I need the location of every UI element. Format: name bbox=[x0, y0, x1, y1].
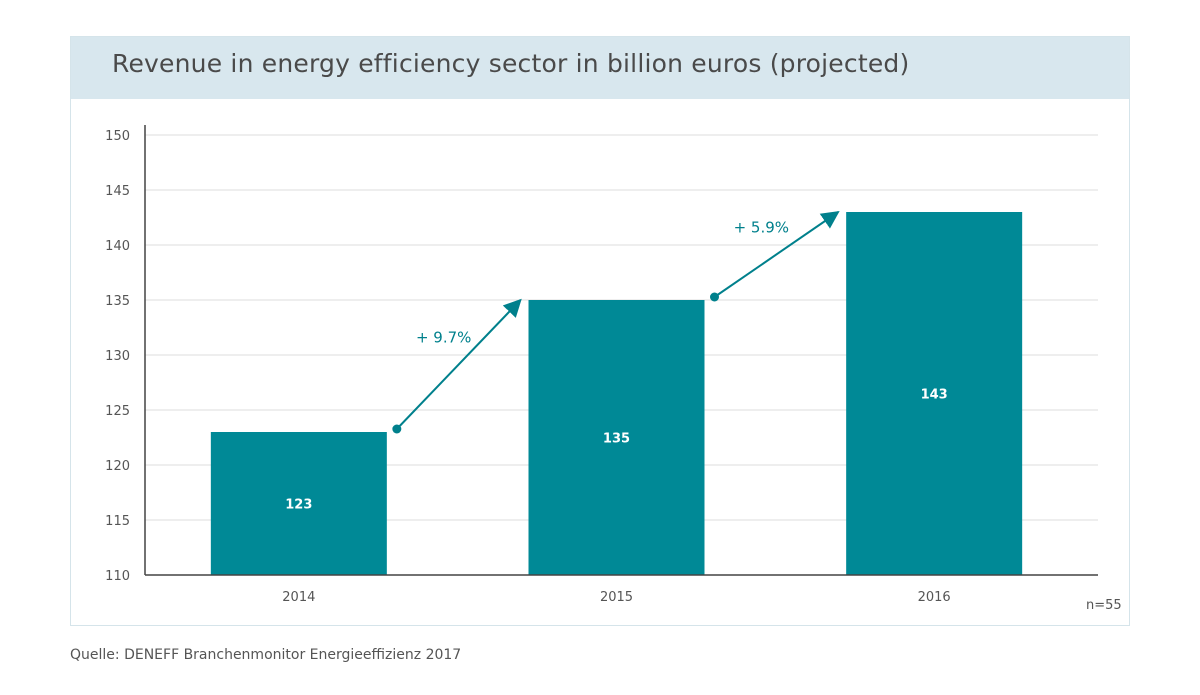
growth-label: + 9.7% bbox=[416, 329, 471, 347]
y-tick-label: 140 bbox=[105, 239, 130, 254]
growth-arrow bbox=[713, 210, 840, 298]
bar-value-label: 123 bbox=[285, 498, 312, 513]
x-tick-label: 2015 bbox=[600, 590, 633, 605]
chart-title: Revenue in energy efficiency sector in b… bbox=[112, 49, 910, 78]
y-tick-label: 145 bbox=[105, 184, 130, 199]
bar-2014 bbox=[210, 432, 387, 575]
bar-2016 bbox=[846, 212, 1023, 575]
sample-size-note: n=55 bbox=[1086, 598, 1122, 613]
y-tick-label: 130 bbox=[105, 349, 130, 364]
chart-title-bar: Revenue in energy efficiency sector in b… bbox=[71, 37, 1129, 99]
y-tick-label: 110 bbox=[105, 569, 130, 584]
x-tick-label: 2014 bbox=[282, 590, 315, 605]
growth-arrow-dot bbox=[392, 424, 402, 434]
bar-2015 bbox=[528, 300, 705, 575]
y-tick-label: 125 bbox=[105, 404, 130, 419]
y-tick-label: 150 bbox=[105, 129, 130, 144]
bar-value-label: 135 bbox=[603, 432, 630, 447]
y-tick-label: 115 bbox=[105, 514, 130, 529]
growth-label: + 5.9% bbox=[734, 219, 789, 237]
growth-arrow bbox=[396, 298, 522, 430]
growth-arrow-dot bbox=[710, 292, 719, 302]
y-tick-label: 135 bbox=[105, 294, 130, 309]
bar-value-label: 143 bbox=[921, 388, 948, 403]
source-note: Quelle: DENEFF Branchenmonitor Energieef… bbox=[70, 647, 462, 663]
y-tick-label: 120 bbox=[105, 459, 130, 474]
x-tick-label: 2016 bbox=[918, 590, 951, 605]
